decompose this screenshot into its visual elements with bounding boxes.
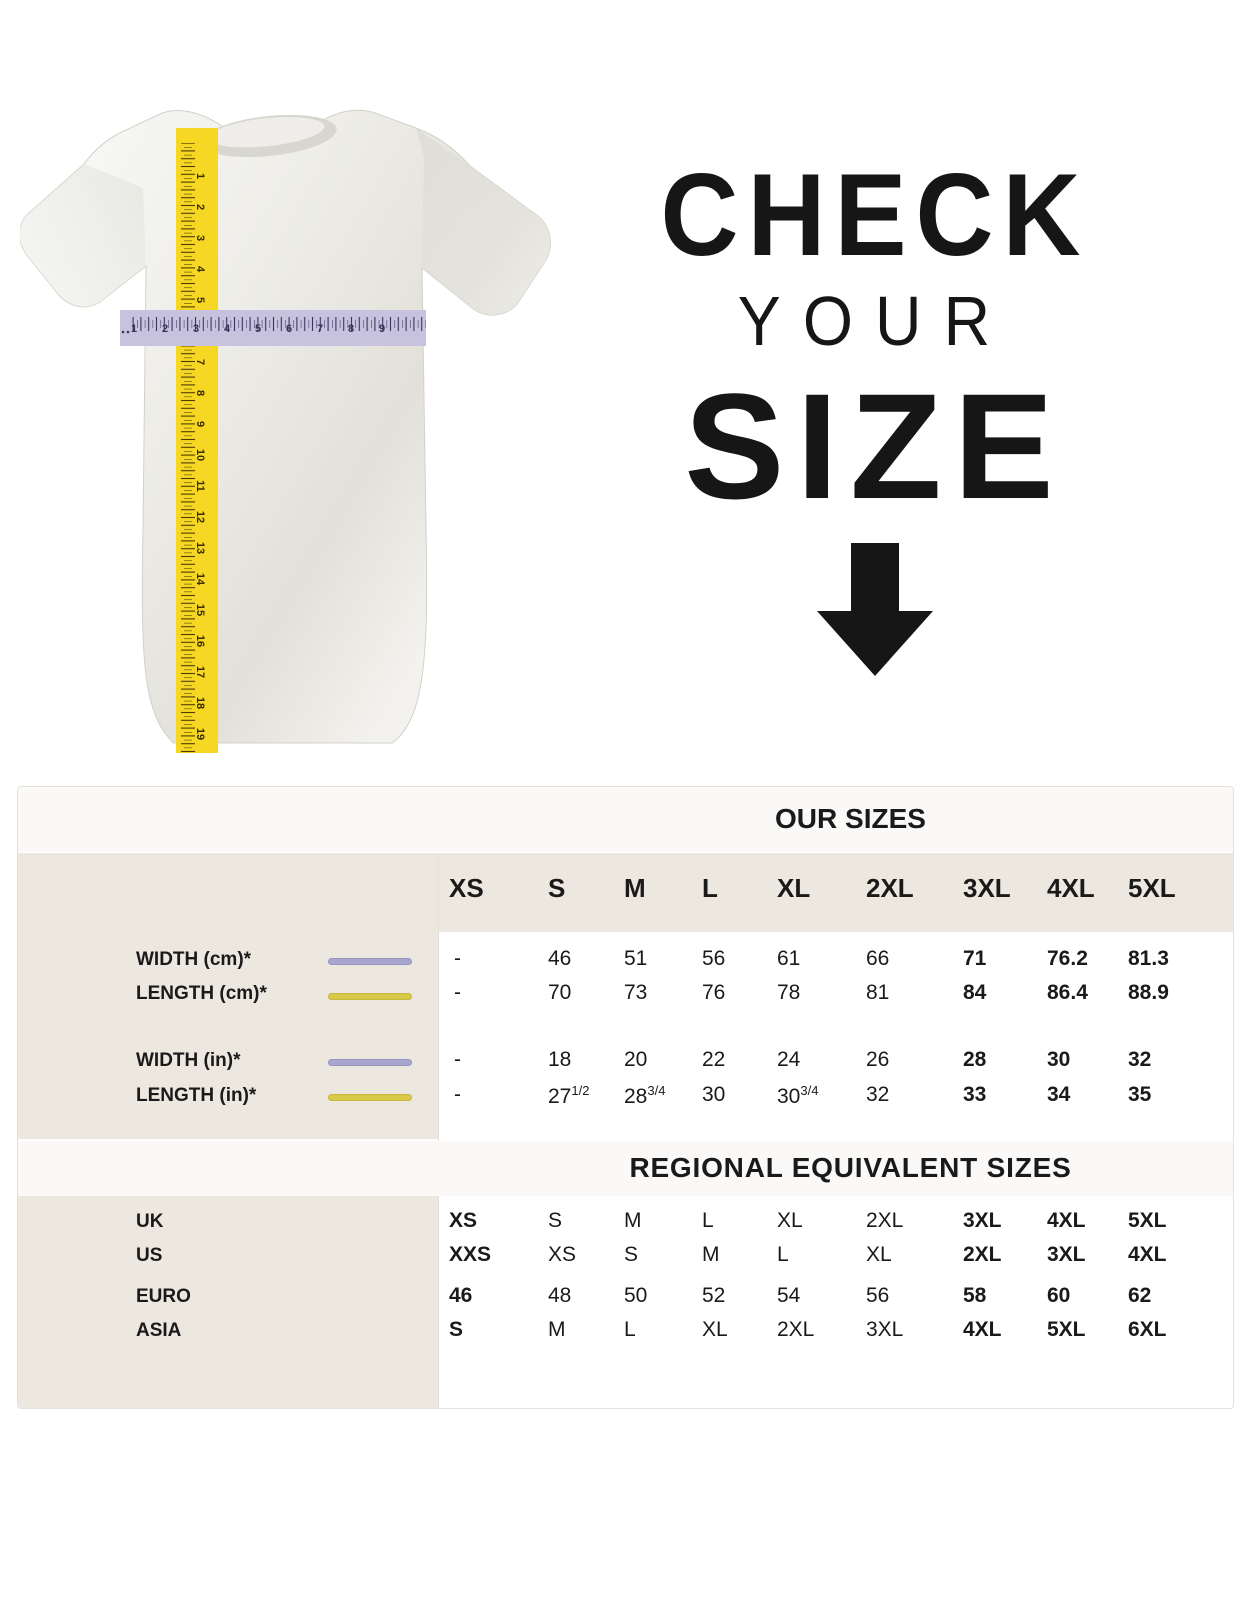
svg-text:7: 7 <box>194 359 206 365</box>
svg-text:7: 7 <box>317 323 323 335</box>
svg-text:18: 18 <box>194 697 206 709</box>
svg-text:2: 2 <box>162 323 168 335</box>
svg-text:5: 5 <box>194 297 206 303</box>
svg-text:3: 3 <box>194 235 206 241</box>
svg-text:8: 8 <box>194 390 206 396</box>
svg-text:16: 16 <box>194 635 206 647</box>
svg-text:12: 12 <box>194 511 206 523</box>
svg-text:1: 1 <box>194 173 206 179</box>
svg-text:3: 3 <box>193 323 199 335</box>
svg-text:19: 19 <box>194 728 206 740</box>
svg-text:1: 1 <box>131 323 137 335</box>
svg-text:6: 6 <box>286 323 292 335</box>
svg-text:11: 11 <box>194 480 206 492</box>
svg-text:2: 2 <box>194 204 206 210</box>
svg-text:13: 13 <box>194 542 206 554</box>
svg-text:17: 17 <box>194 666 206 678</box>
svg-text:15: 15 <box>194 604 206 616</box>
svg-text:4: 4 <box>194 266 206 273</box>
svg-text:14: 14 <box>194 573 206 586</box>
svg-text:5: 5 <box>255 323 261 335</box>
svg-text:10: 10 <box>194 449 206 461</box>
svg-text:9: 9 <box>194 421 206 427</box>
svg-text:8: 8 <box>348 323 354 335</box>
svg-text:4: 4 <box>224 323 231 335</box>
svg-text:9: 9 <box>379 323 385 335</box>
